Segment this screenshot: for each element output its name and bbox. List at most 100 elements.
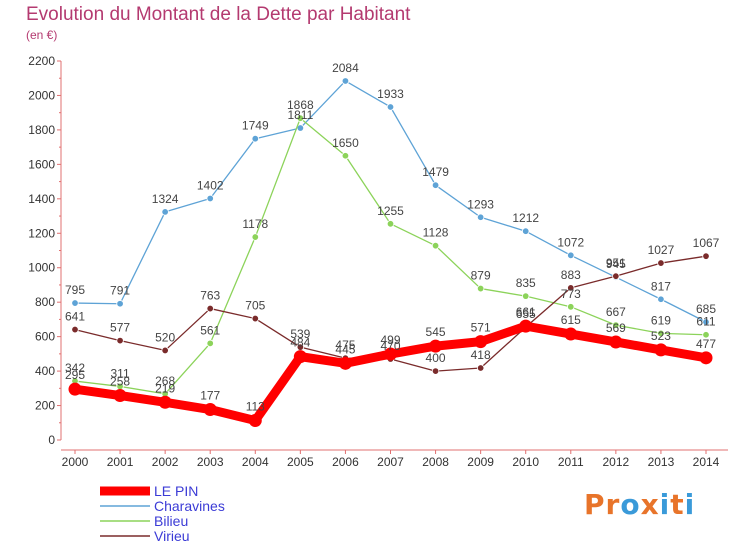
data-label: 705 bbox=[245, 299, 265, 313]
x-tick-label: 2004 bbox=[242, 455, 269, 469]
data-label: 1933 bbox=[377, 87, 404, 101]
data-label: 661 bbox=[516, 305, 536, 319]
data-point bbox=[702, 318, 710, 326]
y-tick-label: 2200 bbox=[28, 54, 55, 68]
data-point bbox=[564, 327, 578, 341]
x-tick-label: 2003 bbox=[197, 455, 224, 469]
data-label: 1811 bbox=[287, 108, 313, 122]
data-label: 763 bbox=[200, 289, 220, 303]
data-point bbox=[341, 152, 350, 160]
data-point bbox=[384, 347, 397, 361]
y-tick-label: 0 bbox=[48, 433, 55, 447]
data-label: 268 bbox=[155, 374, 175, 388]
data-label: 879 bbox=[471, 269, 491, 283]
logo-letter: o bbox=[620, 488, 641, 521]
x-tick-label: 2001 bbox=[107, 455, 134, 469]
data-label: 571 bbox=[471, 321, 491, 335]
data-label: 685 bbox=[696, 302, 716, 316]
data-point bbox=[522, 292, 530, 300]
data-point bbox=[476, 284, 485, 293]
x-tick-label: 2002 bbox=[152, 455, 179, 469]
x-tick-label: 2006 bbox=[332, 455, 359, 469]
data-label: 817 bbox=[651, 279, 671, 293]
logo-letter: x bbox=[640, 488, 660, 521]
y-tick-label: 400 bbox=[35, 364, 55, 378]
data-label: 1749 bbox=[242, 119, 269, 133]
data-label: 951 bbox=[606, 256, 626, 270]
x-tick-label: 2007 bbox=[377, 455, 404, 469]
data-label: 1324 bbox=[152, 192, 179, 206]
data-label: 835 bbox=[516, 276, 536, 290]
data-label: 499 bbox=[380, 333, 400, 347]
data-point bbox=[476, 364, 485, 372]
data-label: 470 bbox=[380, 339, 400, 353]
data-point bbox=[657, 329, 665, 338]
data-label: 484 bbox=[290, 336, 310, 350]
y-tick-label: 200 bbox=[35, 399, 55, 413]
data-label: 615 bbox=[561, 313, 581, 327]
data-point bbox=[251, 314, 259, 323]
data-point bbox=[519, 319, 533, 333]
x-tick-label: 2010 bbox=[512, 455, 539, 469]
axes: 0 200 400 600 800 1000 1200 1400 1600 1800 2000 220… bbox=[28, 54, 728, 469]
logo-letter: P bbox=[584, 488, 606, 521]
data-point bbox=[612, 321, 620, 329]
data-point bbox=[251, 134, 259, 143]
data-label: 773 bbox=[561, 287, 581, 301]
y-tick-label: 1800 bbox=[28, 123, 55, 137]
data-label: 1067 bbox=[693, 236, 720, 250]
data-label: 883 bbox=[561, 268, 581, 282]
data-point bbox=[341, 77, 350, 85]
data-point bbox=[71, 325, 79, 334]
data-label: 1650 bbox=[332, 136, 359, 150]
data-point bbox=[612, 272, 620, 280]
data-point bbox=[474, 335, 488, 349]
data-label: 795 bbox=[65, 283, 85, 297]
x-tick-label: 2009 bbox=[467, 455, 494, 469]
data-point bbox=[567, 251, 575, 260]
data-point bbox=[113, 389, 127, 403]
data-label: 641 bbox=[65, 310, 85, 324]
data-label: 1293 bbox=[467, 197, 494, 211]
data-point bbox=[431, 181, 440, 189]
data-point bbox=[158, 395, 172, 409]
x-tick-label: 2000 bbox=[62, 455, 89, 469]
data-point bbox=[251, 233, 259, 241]
logo-letter: r bbox=[605, 488, 621, 521]
data-label: 475 bbox=[335, 338, 355, 352]
data-label: 1402 bbox=[197, 178, 224, 192]
data-point bbox=[654, 343, 668, 357]
data-point bbox=[116, 300, 124, 308]
legend-label: Bilieu bbox=[154, 513, 188, 529]
data-point bbox=[567, 303, 575, 311]
data-point bbox=[161, 208, 169, 216]
data-label: 545 bbox=[426, 325, 446, 339]
data-label: 523 bbox=[651, 329, 671, 343]
data-point bbox=[699, 351, 713, 365]
y-tick-label: 2000 bbox=[28, 88, 55, 102]
y-tick-label: 1600 bbox=[28, 157, 55, 171]
x-tick-label: 2005 bbox=[287, 455, 314, 469]
chart-subtitle: (en €) bbox=[26, 28, 58, 42]
data-point bbox=[431, 367, 440, 375]
data-label: 1072 bbox=[557, 235, 584, 249]
y-tick-label: 1400 bbox=[28, 192, 55, 206]
data-point bbox=[68, 382, 82, 396]
data-label: 113 bbox=[246, 400, 265, 414]
data-labels: 795 791 1324 1402 1749 1811 2084 1933 1479 1293 12… bbox=[65, 61, 720, 414]
logo-letter: i bbox=[684, 488, 696, 521]
data-label: 667 bbox=[606, 305, 626, 319]
data-label: 539 bbox=[290, 327, 310, 341]
chart-title: Evolution du Montant de la Dette par Hab… bbox=[26, 4, 411, 25]
data-label: 611 bbox=[696, 315, 715, 329]
data-label: 1178 bbox=[242, 217, 268, 231]
data-label: 569 bbox=[606, 321, 626, 335]
data-point bbox=[71, 299, 79, 307]
data-label: 1255 bbox=[377, 204, 404, 218]
data-point bbox=[386, 220, 395, 228]
data-point bbox=[206, 339, 214, 348]
data-point bbox=[522, 227, 530, 235]
data-point bbox=[567, 284, 575, 292]
